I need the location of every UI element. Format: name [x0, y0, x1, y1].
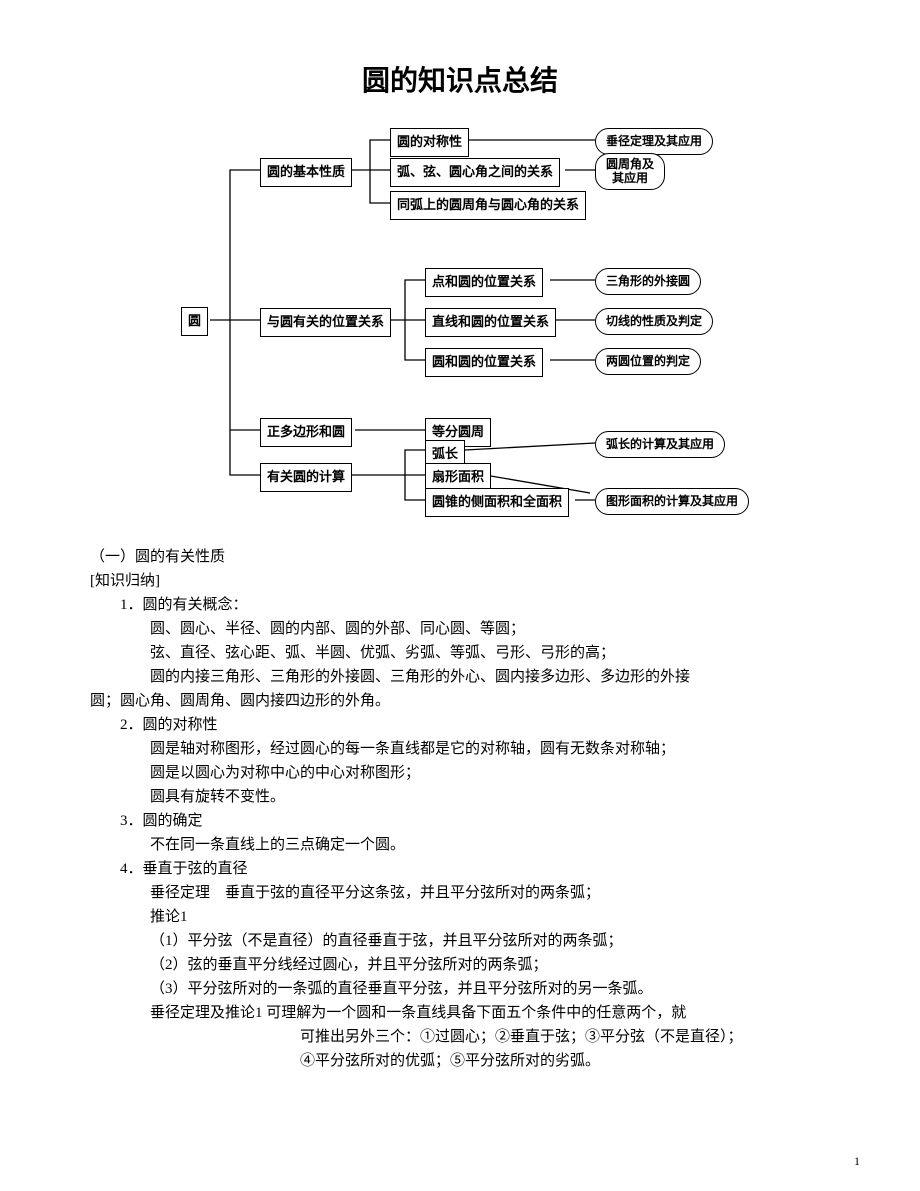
- p4-l5: （3）平分弦所对的一条弧的直径垂直平分弦，并且平分弦所对的另一条弧。: [150, 977, 830, 1001]
- p4-l4: （2）弦的垂直平分线经过圆心，并且平分弦所对的两条弧；: [150, 953, 830, 977]
- node-l1-0: 圆的基本性质: [260, 158, 352, 187]
- p2-l3: 圆具有旋转不变性。: [150, 785, 830, 809]
- node-l1-2: 正多边形和圆: [260, 418, 352, 447]
- p3-l1: 不在同一条直线上的三点确定一个圆。: [150, 833, 830, 857]
- node-b1c-0: 圆的对称性: [390, 128, 469, 157]
- section-1-sub: [知识归纳]: [90, 569, 830, 593]
- section-1-heading: （一）圆的有关性质: [90, 545, 830, 569]
- p1-l1: 圆、圆心、半径、圆的内部、圆的外部、同心圆、等圆；: [150, 617, 830, 641]
- p2-num: 2．圆的对称性: [120, 713, 830, 737]
- p4-l1: 垂径定理 垂直于弦的直径平分这条弦，并且平分弦所对的两条弧；: [150, 881, 830, 905]
- concept-diagram: 圆 圆的基本性质 与圆有关的位置关系 正多边形和圆 有关圆的计算 圆的对称性 弧…: [175, 125, 745, 515]
- node-b2c-1: 直线和圆的位置关系: [425, 308, 556, 337]
- p4-l6: 垂径定理及推论1 可理解为一个圆和一条直线具备下面五个条件中的任意两个，就: [150, 1001, 830, 1025]
- p4-l7: 可推出另外三个：①过圆心；②垂直于弦；③平分弦（不是直径）；: [300, 1025, 830, 1049]
- node-root: 圆: [181, 307, 208, 336]
- p4-l2: 推论1: [150, 905, 830, 929]
- node-b4c-2: 圆锥的侧面积和全面积: [425, 488, 569, 517]
- p1-num: 1．圆的有关概念：: [120, 593, 830, 617]
- p2-l1: 圆是轴对称图形，经过圆心的每一条直线都是它的对称轴，圆有无数条对称轴；: [150, 737, 830, 761]
- node-b2l-1: 切线的性质及判定: [595, 308, 713, 335]
- node-b4l-0: 弧长的计算及其应用: [595, 431, 725, 458]
- page-title: 圆的知识点总结: [90, 60, 830, 105]
- p3-num: 3．圆的确定: [120, 809, 830, 833]
- node-b2l-2: 两圆位置的判定: [595, 348, 701, 375]
- p4-num: 4．垂直于弦的直径: [120, 857, 830, 881]
- node-b2l-0: 三角形的外接圆: [595, 268, 701, 295]
- p2-l2: 圆是以圆心为对称中心的中心对称图形；: [150, 761, 830, 785]
- page-number: 1: [854, 1152, 860, 1171]
- p1-l3: 圆的内接三角形、三角形的外接圆、三角形的外心、圆内接多边形、多边形的外接: [150, 665, 830, 689]
- p1-l3b: 圆；圆心角、圆周角、圆内接四边形的外角。: [90, 689, 830, 713]
- node-b1l-1: 圆周角及其应用: [595, 153, 665, 190]
- node-l1-3: 有关圆的计算: [260, 463, 352, 492]
- node-b2c-2: 圆和圆的位置关系: [425, 348, 543, 377]
- node-b4l-1: 图形面积的计算及其应用: [595, 488, 749, 515]
- p4-l8: ④平分弦所对的优弧；⑤平分弦所对的劣弧。: [300, 1049, 830, 1073]
- p1-l2: 弦、直径、弦心距、弧、半圆、优弧、劣弧、等弧、弓形、弓形的高；: [150, 641, 830, 665]
- node-b1c-2: 同弧上的圆周角与圆心角的关系: [390, 191, 586, 220]
- node-b2c-0: 点和圆的位置关系: [425, 268, 543, 297]
- node-b1l-0: 垂径定理及其应用: [595, 128, 713, 155]
- p4-l3: （1）平分弦（不是直径）的直径垂直于弦，并且平分弦所对的两条弧；: [150, 929, 830, 953]
- node-b1c-1: 弧、弦、圆心角之间的关系: [390, 158, 560, 187]
- node-l1-1: 与圆有关的位置关系: [260, 308, 391, 337]
